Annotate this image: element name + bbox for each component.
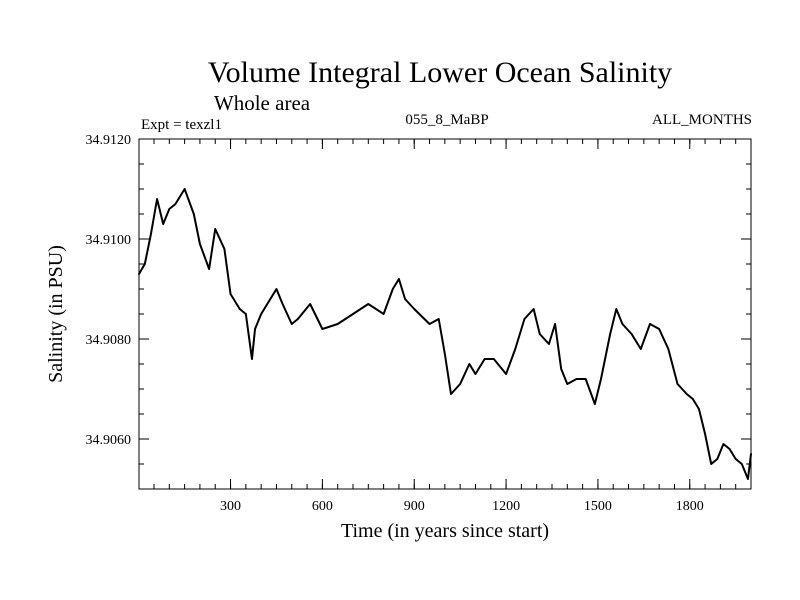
y-axis: 34.9060 34.9080 34.9100 34.9120 bbox=[86, 133, 751, 490]
x-tick-label: 300 bbox=[220, 499, 241, 514]
y-tick-label: 34.9080 bbox=[86, 333, 132, 348]
x-tick-label: 600 bbox=[312, 499, 333, 514]
x-tick-label: 1800 bbox=[676, 499, 704, 514]
x-axis-label: Time (in years since start) bbox=[341, 520, 549, 542]
x-tick-label: 900 bbox=[404, 499, 425, 514]
y-tick-label: 34.9100 bbox=[86, 233, 132, 248]
y-axis-label: Salinity (in PSU) bbox=[45, 245, 67, 383]
chart-title: Volume Integral Lower Ocean Salinity bbox=[208, 56, 672, 89]
plot-frame bbox=[138, 138, 752, 490]
months-label: ALL_MONTHS bbox=[652, 112, 752, 128]
experiment-label: Expt = texzl1 bbox=[141, 117, 222, 133]
x-tick-label: 1200 bbox=[492, 499, 520, 514]
x-axis: 300 600 900 1200 1500 1800 bbox=[153, 139, 752, 514]
y-tick-label: 34.9060 bbox=[86, 433, 132, 448]
y-tick-label: 34.9120 bbox=[86, 133, 132, 148]
chart-subtitle: Whole area bbox=[214, 91, 311, 115]
salinity-series-line bbox=[138, 188, 752, 480]
run-label: 055_8_MaBP bbox=[405, 112, 488, 128]
x-tick-label: 1500 bbox=[584, 499, 612, 514]
